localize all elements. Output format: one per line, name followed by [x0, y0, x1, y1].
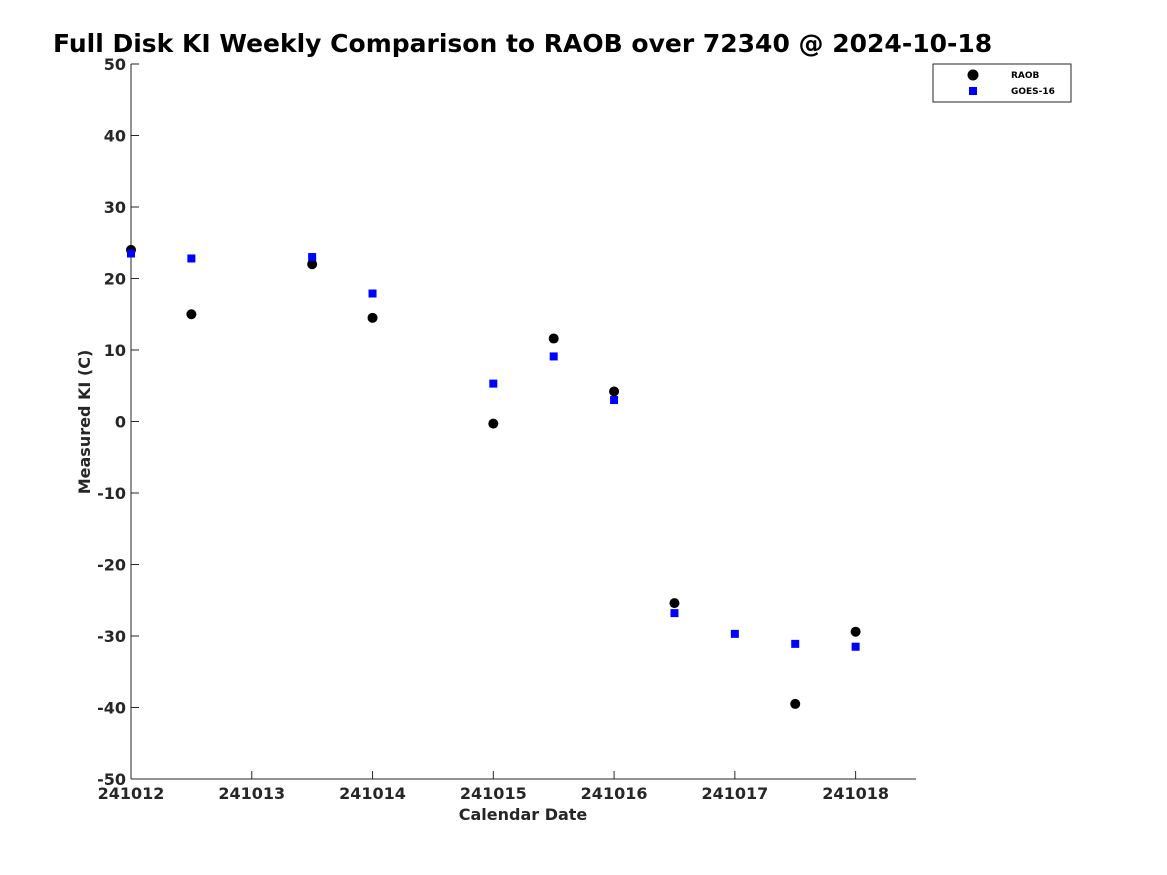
- y-tick-label: -30: [97, 627, 126, 646]
- y-ticks: 50 40 30 20 10 0 -10 -20 -30 -40 -50: [97, 55, 139, 789]
- x-tick-label: 241013: [218, 784, 285, 803]
- data-point: [549, 352, 558, 361]
- legend-box: [932, 63, 1072, 103]
- data-point: [790, 698, 801, 709]
- x-tick-label: 241017: [701, 784, 768, 803]
- legend-label-goes16: GOES-16: [1011, 87, 1055, 97]
- series-goes-16: [127, 249, 860, 651]
- data-point: [730, 629, 739, 638]
- data-point: [609, 386, 620, 397]
- y-tick-label: 0: [115, 413, 126, 432]
- y-tick-label: 50: [104, 55, 126, 74]
- series-raob: [126, 244, 861, 709]
- y-axis-label: Measured KI (C): [75, 350, 94, 495]
- legend-marker-goes16: [969, 87, 977, 95]
- x-tick-label: 241016: [581, 784, 648, 803]
- data-point: [308, 253, 317, 262]
- data-point: [489, 379, 498, 388]
- data-point: [488, 418, 499, 429]
- y-tick-label: 30: [104, 198, 126, 217]
- chart-title: Full Disk KI Weekly Comparison to RAOB o…: [53, 29, 992, 58]
- y-tick-label: -50: [97, 770, 126, 789]
- data-point: [186, 309, 197, 320]
- x-tick-label: 241014: [339, 784, 406, 803]
- legend: RAOB GOES-16: [932, 63, 1072, 103]
- data-point: [548, 333, 559, 344]
- y-tick-label: -20: [97, 556, 126, 575]
- y-tick-label: 40: [104, 127, 126, 146]
- data-point: [127, 249, 135, 258]
- data-point: [307, 259, 318, 270]
- data-point: [368, 289, 377, 298]
- data-point: [850, 626, 861, 637]
- data-point: [791, 639, 800, 648]
- data-point: [187, 254, 196, 263]
- data-point: [610, 396, 619, 405]
- y-tick-label: -10: [97, 484, 126, 503]
- x-tick-label: 241018: [822, 784, 889, 803]
- legend-label-raob: RAOB: [1011, 71, 1040, 81]
- x-ticks: 241012 241013 241014 241015 241016 241017 2410…: [98, 771, 889, 803]
- data-point: [670, 609, 679, 618]
- y-tick-label: -40: [97, 699, 126, 718]
- data-point: [669, 598, 680, 609]
- x-tick-label: 241015: [460, 784, 527, 803]
- data-point: [851, 642, 860, 651]
- data-point: [367, 312, 378, 323]
- y-tick-label: 10: [104, 341, 126, 360]
- data-points: [126, 244, 861, 709]
- x-tick-label: 241012: [98, 784, 165, 803]
- x-axis-label: Calendar Date: [459, 805, 588, 824]
- legend-marker-raob: [967, 69, 979, 81]
- y-tick-label: 20: [104, 270, 126, 289]
